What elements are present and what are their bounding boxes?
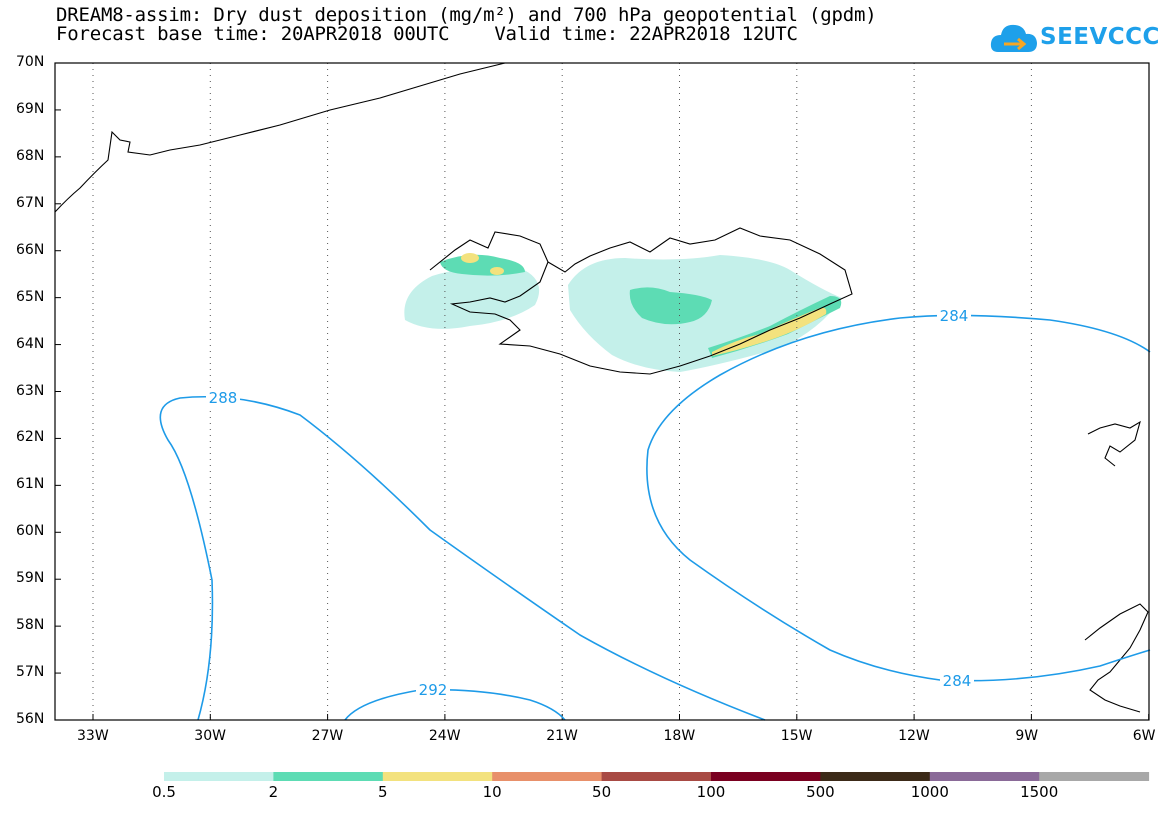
longitude-label: 24W (428, 728, 461, 744)
latitude-label: 70N (16, 54, 45, 70)
latitude-label: 62N (16, 429, 45, 446)
colorbar-swatch (820, 772, 931, 781)
contour-label-bg (416, 681, 450, 699)
latitude-label: 56N (16, 711, 45, 727)
latitude-label: 68N (16, 147, 45, 164)
contour-292 (344, 688, 566, 721)
map-title: DREAM8-assim: Dry dust deposition (mg/m²… (56, 4, 877, 26)
colorbar-label: 500 (806, 783, 835, 801)
dust-area-low-west (404, 267, 540, 329)
contour-label: 288 (209, 389, 238, 407)
longitude-label: 27W (311, 728, 344, 744)
colorbar-label: 50 (592, 783, 612, 801)
colorbar-swatch (382, 772, 493, 781)
longitude-label: 12W (898, 728, 930, 744)
latitude-label: 63N (16, 382, 45, 399)
longitude-label: 15W (780, 728, 813, 744)
latitude-label: 66N (16, 241, 45, 258)
latitude-label: 64N (16, 335, 45, 352)
colorbar-swatch (164, 772, 274, 781)
longitude-label: 6W (1132, 728, 1156, 744)
colorbar-swatch (711, 772, 821, 781)
colorbar-label: 10 (482, 783, 502, 801)
latitude-label: 67N (16, 194, 45, 211)
longitude-label: 18W (663, 728, 696, 744)
longitude-label: 21W (546, 728, 578, 744)
colorbar-label: 2 (268, 783, 279, 801)
map-subtitle: Forecast base time: 20APR2018 00UTC Vali… (56, 23, 798, 45)
longitude-label: 30W (194, 728, 226, 744)
dust-area-high-nw2 (490, 267, 504, 275)
contour-label-bg (206, 389, 240, 407)
colorbar-swatch (929, 772, 1040, 781)
dust-area-high-nw (461, 253, 479, 263)
colorbar-label: 1500 (1020, 783, 1059, 801)
latitude-label: 57N (16, 664, 45, 681)
colorbar-swatch (273, 772, 384, 781)
contour-284 (646, 314, 1151, 682)
geopotential-contours (159, 314, 1151, 721)
contour-label-bg (940, 672, 974, 690)
seevccc-logo: SEEVCCC (990, 18, 1159, 58)
latitude-label: 60N (16, 523, 45, 540)
scotland-coast (1084, 603, 1149, 713)
colorbar-swatch (492, 772, 603, 781)
contour-288 (159, 396, 766, 721)
latitude-label: 61N (16, 476, 45, 493)
longitude-label: 33W (77, 728, 109, 744)
colorbar-label: 1000 (910, 783, 949, 801)
latitude-label: 65N (16, 288, 45, 305)
coastlines (54, 62, 1149, 713)
colorbar-label: 100 (696, 783, 726, 801)
faroe-islands-coast (1087, 420, 1141, 467)
iceland-coast (429, 227, 853, 375)
greenland-coast (54, 62, 506, 213)
latitude-label: 58N (16, 617, 45, 634)
contour-label: 292 (419, 681, 448, 699)
colorbar-label: 5 (378, 783, 388, 801)
map-frame (54, 62, 1150, 721)
cloud-icon (990, 24, 1037, 52)
colorbar (164, 772, 1150, 781)
latitude-label: 59N (16, 570, 45, 587)
contour-label: 284 (943, 672, 972, 690)
latitude-label: 69N (16, 100, 45, 117)
dust-area-mid-central (629, 287, 712, 325)
colorbar-swatch (1039, 772, 1150, 781)
logo-text: SEEVCCC (1040, 24, 1160, 50)
colorbar-swatch (601, 772, 712, 781)
contour-labels: 288 292 284 284 (206, 307, 974, 699)
contour-label: 284 (940, 307, 969, 325)
contour-label-bg (937, 307, 971, 325)
colorbar-label: 0.5 (152, 783, 176, 801)
longitude-label: 9W (1015, 728, 1039, 744)
